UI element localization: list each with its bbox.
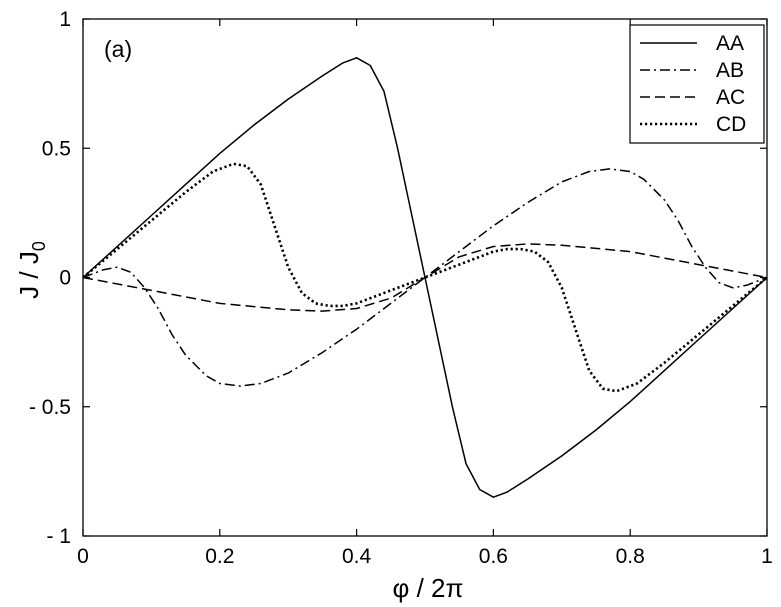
series-layer	[82, 57, 768, 498]
series-line-ac	[82, 243, 768, 312]
x-tick-label: 0.2	[205, 545, 234, 568]
legend-label-ab: AB	[716, 59, 744, 82]
y-tick-label: - 0.5	[29, 396, 71, 419]
legend: AA AB AC CD	[629, 24, 765, 144]
x-tick-label: 0.6	[479, 545, 508, 568]
x-tick-label: 0.8	[616, 545, 645, 568]
x-axis-label: φ / 2π	[393, 573, 464, 603]
x-tick-label: 0	[77, 545, 89, 568]
y-axis-label-main: J / J	[14, 251, 44, 299]
series-line-ab	[82, 168, 768, 387]
y-axis-label: J / J0	[14, 241, 49, 299]
y-tick-label: 0	[59, 267, 71, 290]
legend-label-cd: CD	[716, 113, 746, 136]
x-tick-label: 1	[761, 545, 773, 568]
y-axis-label-subscript: 0	[29, 241, 49, 251]
legend-label-aa: AA	[716, 32, 744, 55]
legend-label-ac: AC	[716, 86, 745, 109]
axes-layer: 0 0.2 0.4 0.6 0.8 1 - 1 - 0.5 0 0.5 1	[29, 8, 773, 568]
y-tick-label: 1	[59, 8, 71, 31]
panel-label: (a)	[104, 36, 132, 62]
x-tick-label: 0.4	[342, 545, 372, 568]
y-tick-label: 0.5	[42, 137, 71, 160]
y-tick-label: - 1	[46, 525, 71, 548]
